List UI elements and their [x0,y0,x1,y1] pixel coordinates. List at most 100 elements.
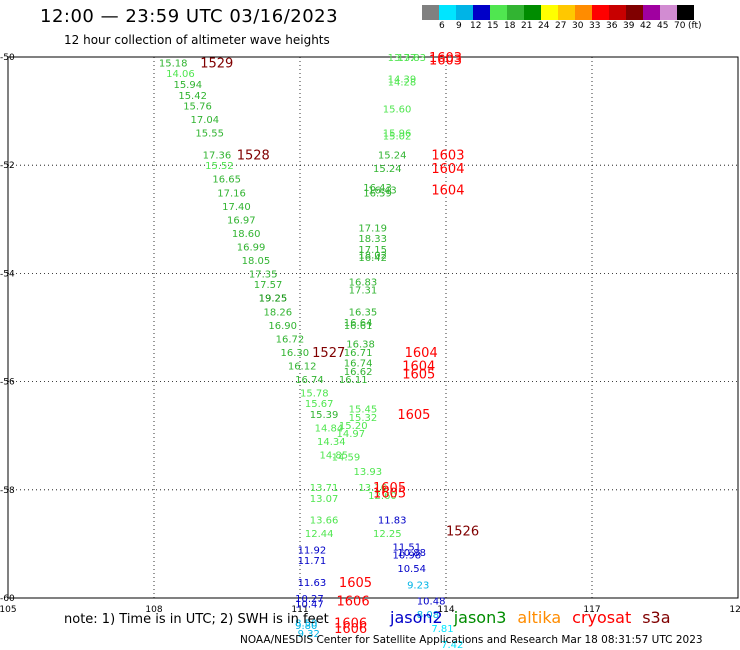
pass-number-label: 1606 [337,595,370,610]
wave-height-label: 8.50 [295,618,317,629]
wave-height-label: 15.76 [183,102,212,113]
wave-height-label: 16.61 [344,321,373,332]
pass-number-label: 1604 [405,346,438,361]
colorbar-swatch [575,5,592,20]
x-tick-label: 120 [729,605,740,615]
wave-height-label: 17.36 [203,150,232,161]
pass-number-label: 1526 [446,524,479,539]
colorbar-label: 15 [487,21,499,31]
pass-number-label: 1603 [431,148,464,163]
wave-height-label: 18.26 [264,307,293,318]
wave-height-label: 17.35 [249,269,278,280]
wave-height-label: 16.42 [358,253,387,264]
legend-cryosat: cryosat [572,608,632,627]
colorbar-swatch [609,5,626,20]
pass-number-label: 1605 [373,487,406,502]
wave-height-label: 14.34 [317,437,346,448]
wave-height-label: 17.04 [191,115,220,126]
pass-number-label: 1529 [200,56,233,71]
footer-credit: NOAA/NESDIS Center for Satellite Applica… [240,634,703,646]
wave-height-label: 7.42 [441,640,463,650]
wave-height-label: 16.72 [276,334,305,345]
wave-height-label: 14.84 [315,424,344,435]
wave-height-label: 9.80 [295,621,317,632]
wave-height-label: 16.35 [349,307,378,318]
y-tick-label: -54 [0,269,15,279]
wave-height-label: 16.11 [339,375,368,386]
wave-height-label: 11.71 [298,556,327,567]
wave-height-label: 16.83 [349,278,378,289]
wave-height-label: 11.92 [298,545,327,556]
wave-height-label: 14.28 [388,77,417,88]
colorbar-label: 27 [555,21,567,31]
pass-number-label: 1603 [429,51,462,66]
grid [8,57,738,598]
wave-height-label: 18.02 [358,250,387,261]
plot-frame [7,56,739,599]
wave-height-label: 10.27 [295,594,324,605]
wave-height-label: 8.08 [417,610,439,621]
colorbar-label: 18 [504,21,516,31]
colorbar-label: 12 [470,21,482,31]
colorbar-swatch [439,5,456,20]
wave-height-label: 18.60 [232,229,261,240]
wave-height-label: 14.06 [166,69,195,80]
wave-height-label: 15.39 [310,410,339,421]
pass-number-label: 1604 [431,184,464,199]
x-tick-label: 111 [291,605,308,615]
wave-height-label: 17.15 [358,245,387,256]
colorbar-label: 45 [657,21,669,31]
wave-height-label: 17.19 [358,223,387,234]
wave-height-label: 18.33 [358,234,387,245]
wave-height-label: 12.44 [305,529,334,540]
wave-height-label: 15.45 [349,405,378,416]
colorbar-label: 70 [674,21,686,31]
wave-height-label: 11.63 [298,578,327,589]
wave-height-label: 14.97 [337,429,366,440]
wave-height-label: 14.59 [332,452,361,463]
wave-height-label: 16.62 [344,367,373,378]
y-tick-label: -60 [0,594,15,604]
wave-height-label: 10.47 [295,599,324,610]
colorbar-label: 24 [538,21,550,31]
pass-number-label: 1606 [334,622,367,637]
footer-note: note: 1) Time is in UTC; 2) SWH is in fe… [64,612,329,627]
wave-height-label: 15.42 [178,91,207,102]
colorbar-swatch [660,5,677,20]
wave-height-label: 17.31 [349,286,378,297]
wave-height-label: 16.90 [268,321,297,332]
colorbar-swatch [592,5,609,20]
wave-height-label: 10.88 [397,548,426,559]
wave-height-label: 13.83 [397,53,426,64]
chart-title: 12:00 — 23:59 UTC 03/16/2023 [40,6,339,27]
colorbar-swatch [422,5,439,20]
wave-height-label: 17.40 [222,202,251,213]
colorbar-label: 33 [589,21,601,31]
pass-number-label: 1527 [312,346,345,361]
legend-jason2: jason2 [390,608,443,627]
colorbar-swatch [677,5,694,20]
wave-height-label: 16.12 [288,361,317,372]
colorbar-label: 30 [572,21,584,31]
wave-height-label: 15.18 [159,58,188,69]
wave-height-label: 12.25 [373,529,402,540]
pass-number-label: 1604 [431,162,464,177]
y-tick-label: -58 [0,486,15,496]
wave-height-label: 10.98 [392,551,421,562]
wave-height-label: 13.93 [354,467,383,478]
wave-height-label: 11.83 [378,516,407,527]
wave-height-label: 16.99 [237,242,266,253]
colorbar-label: 39 [623,21,635,31]
wave-height-label: 13.16 [358,483,387,494]
wave-height-label: 10.48 [417,597,446,608]
colorbar-label: 36 [606,21,618,31]
legend-altika: altika [517,608,562,627]
wave-height-label: 18.05 [242,256,271,267]
axes: 105 108 111 114 117 120 -50 -52 -54 -56 -58 -60 [0,53,740,615]
wave-height-label: 15.32 [349,413,378,424]
wave-height-label: 16.43 [368,186,397,197]
wave-height-label: 16.38 [346,340,375,351]
x-tick-label: 114 [437,605,454,615]
